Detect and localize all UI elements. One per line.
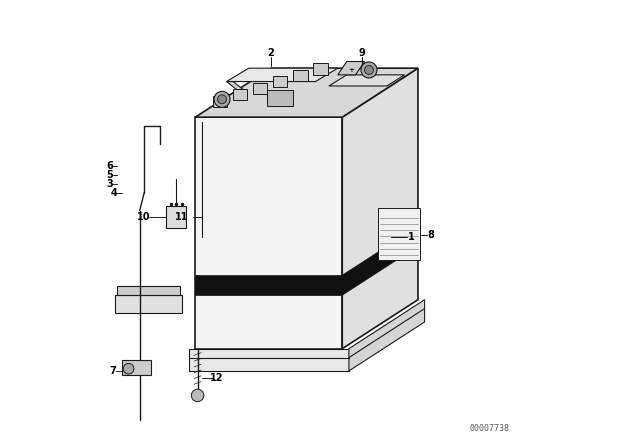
Text: 6: 6 (106, 161, 113, 171)
Polygon shape (115, 295, 182, 313)
Circle shape (214, 91, 230, 108)
Polygon shape (342, 68, 418, 349)
Text: 3: 3 (106, 179, 113, 189)
Text: 7: 7 (109, 366, 116, 376)
Bar (273, 76, 287, 87)
Polygon shape (227, 82, 244, 90)
Polygon shape (117, 286, 180, 295)
Circle shape (218, 95, 227, 104)
Polygon shape (122, 360, 151, 375)
Text: 11: 11 (175, 212, 189, 222)
Polygon shape (195, 68, 418, 117)
Bar (213, 96, 227, 107)
Text: 1: 1 (408, 233, 415, 242)
Circle shape (365, 65, 373, 74)
Text: 12: 12 (210, 373, 223, 383)
Text: 4: 4 (111, 188, 118, 198)
Bar (233, 89, 248, 100)
Text: 00007738: 00007738 (469, 424, 509, 433)
Circle shape (361, 62, 377, 78)
Polygon shape (166, 206, 186, 228)
Text: 10: 10 (138, 212, 151, 222)
Text: 5: 5 (106, 170, 113, 180)
Polygon shape (342, 226, 418, 295)
Text: 9: 9 (359, 47, 365, 58)
Bar (253, 83, 268, 94)
Circle shape (124, 363, 134, 374)
Bar (293, 70, 308, 81)
Polygon shape (195, 275, 342, 295)
Polygon shape (227, 68, 338, 82)
Text: 8: 8 (428, 230, 435, 240)
Polygon shape (195, 117, 342, 349)
Polygon shape (349, 300, 424, 371)
Polygon shape (378, 208, 420, 260)
Bar (314, 64, 328, 74)
Bar (267, 90, 293, 106)
Text: 2: 2 (268, 47, 275, 58)
Circle shape (191, 389, 204, 402)
Text: +: + (348, 67, 354, 73)
Polygon shape (189, 349, 349, 371)
Polygon shape (329, 75, 404, 86)
Polygon shape (338, 61, 365, 75)
